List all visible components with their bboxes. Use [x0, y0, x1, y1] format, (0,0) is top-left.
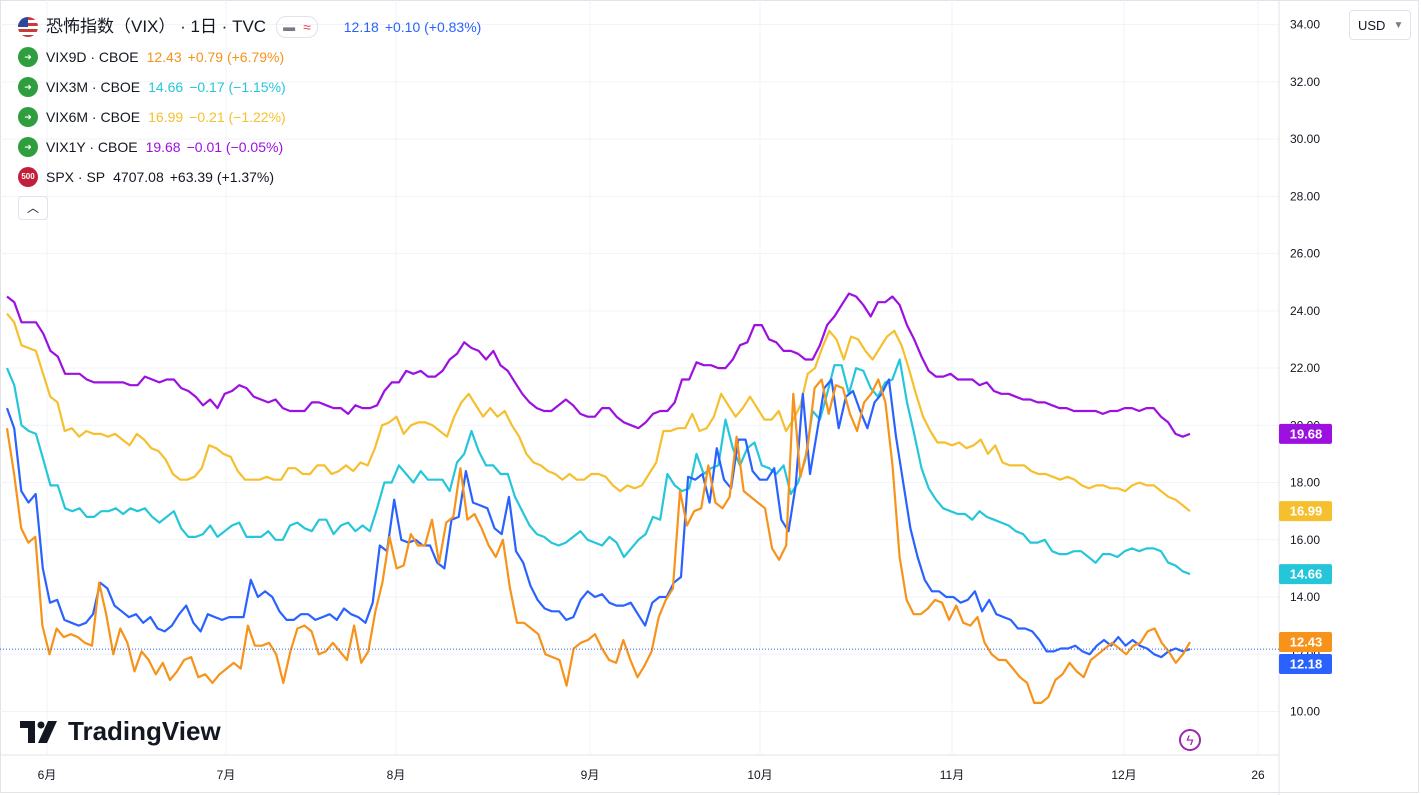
legend-row-vix1y[interactable]: ➜ VIX1Y · CBOE 19.68 −0.01 (−0.05%): [18, 132, 481, 162]
collapse-legend-button[interactable]: ︿: [18, 196, 48, 220]
time-tick-label: 11月: [940, 768, 964, 782]
cboe-badge-icon: ➜: [18, 77, 38, 97]
chevron-up-icon: ︿: [26, 201, 39, 215]
time-tick-label: 6月: [38, 768, 57, 782]
price-label-vix9d: 12.43: [1279, 631, 1332, 652]
price-label-text: 14.66: [1290, 567, 1323, 582]
time-tick-label: 8月: [387, 768, 406, 782]
legend-change: +0.79 (+6.79%): [187, 49, 285, 65]
sp500-badge-icon: 500: [18, 167, 38, 187]
main-symbol-title[interactable]: 恐怖指数（VIX） · 1日 · TVC: [46, 17, 267, 36]
time-tick-label: 7月: [217, 768, 236, 782]
currency-label: USD: [1358, 17, 1386, 33]
price-label-vix1y: 19.68: [1279, 423, 1332, 444]
us-flag-icon: [18, 17, 38, 37]
legend-change: −0.01 (−0.05%): [186, 139, 284, 155]
series-line-vix[interactable]: [5, 378, 1191, 659]
vix-tick-label: 32.00: [1290, 75, 1320, 89]
vix-tick-label: 18.00: [1290, 476, 1320, 490]
vix-tick-label: 34.00: [1290, 18, 1320, 32]
vix-tick-label: 22.00: [1290, 361, 1320, 375]
main-change: +0.10 (+0.83%): [384, 19, 482, 35]
legend-value: 16.99: [148, 109, 184, 125]
cboe-badge-icon: ➜: [18, 107, 38, 127]
price-label-text: 12.43: [1290, 634, 1323, 649]
main-value: 12.18: [343, 19, 379, 35]
vix-tick-label: 14.00: [1290, 590, 1320, 604]
price-label-vix: 12.18: [1279, 653, 1332, 674]
series-line-vix1y[interactable]: [6, 292, 1191, 438]
cboe-badge-icon: ➜: [18, 137, 38, 157]
price-label-vix3m: 14.66: [1279, 564, 1332, 585]
legend-symbol: VIX6M · CBOE: [46, 109, 141, 125]
time-tick-label: 10月: [747, 768, 772, 782]
price-label-text: 12.18: [1290, 656, 1323, 671]
minus-icon[interactable]: ▬: [283, 20, 296, 34]
legend-row-vix6m[interactable]: ➜ VIX6M · CBOE 16.99 −0.21 (−1.22%): [18, 102, 481, 132]
legend-row-vix3m[interactable]: ➜ VIX3M · CBOE 14.66 −0.17 (−1.15%): [18, 72, 481, 102]
legend-row-vix9d[interactable]: ➜ VIX9D · CBOE 12.43 +0.79 (+6.79%): [18, 42, 481, 72]
legend-row-spx[interactable]: 500 SPX · SP 4707.08 +63.39 (+1.37%): [18, 162, 481, 192]
legend-symbol: SPX · SP: [46, 169, 106, 185]
tradingview-logo[interactable]: TradingView: [20, 716, 221, 747]
price-label-text: 19.68: [1290, 426, 1323, 441]
legend-change: +63.39 (+1.37%): [169, 169, 275, 185]
legend: 恐怖指数（VIX） · 1日 · TVC ▬ ≈ 12.18 +0.10 (+0…: [18, 12, 481, 220]
legend-symbol: VIX3M · CBOE: [46, 79, 141, 95]
series-line-vix9d[interactable]: [5, 378, 1191, 705]
legend-value: 14.66: [148, 79, 184, 95]
legend-value: 4707.08: [113, 169, 164, 185]
time-tick-label: 26: [1251, 768, 1265, 782]
logo-text: TradingView: [68, 716, 221, 746]
vix-tick-label: 24.00: [1290, 304, 1320, 318]
time-axis-labels: 6月 7月 8月 9月 10月 11月 12月 26: [38, 768, 1265, 782]
legend-value: 19.68: [145, 139, 181, 155]
legend-change: −0.17 (−1.15%): [189, 79, 286, 95]
legend-main-row[interactable]: 恐怖指数（VIX） · 1日 · TVC ▬ ≈ 12.18 +0.10 (+0…: [18, 12, 481, 42]
lightning-icon[interactable]: ϟ: [1179, 729, 1201, 751]
legend-symbol: VIX1Y · CBOE: [46, 139, 138, 155]
vix-tick-label: 10.00: [1290, 705, 1320, 719]
series-line-vix6m[interactable]: [6, 312, 1191, 513]
series-lines: [5, 292, 1191, 705]
vix-tick-label: 16.00: [1290, 533, 1320, 547]
price-label-vix6m: 16.99: [1279, 501, 1332, 522]
chevron-down-icon: ▼: [1393, 19, 1404, 31]
legend-change: −0.21 (−1.22%): [189, 109, 286, 125]
legend-value: 12.43: [146, 49, 182, 65]
series-line-vix3m[interactable]: [5, 358, 1191, 576]
grid-lines: [0, 0, 1279, 755]
wave-icon[interactable]: ≈: [303, 19, 311, 35]
time-tick-label: 12月: [1111, 768, 1136, 782]
vix-axis-labels: 34.0032.0030.0028.0026.0024.0022.0020.00…: [1290, 18, 1320, 719]
price-label-text: 16.99: [1290, 504, 1323, 519]
legend-symbol: VIX9D · CBOE: [46, 49, 139, 65]
vix-tick-label: 30.00: [1290, 132, 1320, 146]
indicator-toggle[interactable]: ▬ ≈: [276, 16, 318, 38]
time-tick-label: 9月: [581, 768, 600, 782]
vix-tick-label: 28.00: [1290, 189, 1320, 203]
price-labels: 19.68 16.99 14.66 12.43 12.18: [1279, 423, 1332, 674]
vix-tick-label: 26.00: [1290, 247, 1320, 261]
currency-select[interactable]: USD ▼: [1349, 10, 1411, 40]
tradingview-logo-icon: [20, 720, 57, 743]
cboe-badge-icon: ➜: [18, 47, 38, 67]
